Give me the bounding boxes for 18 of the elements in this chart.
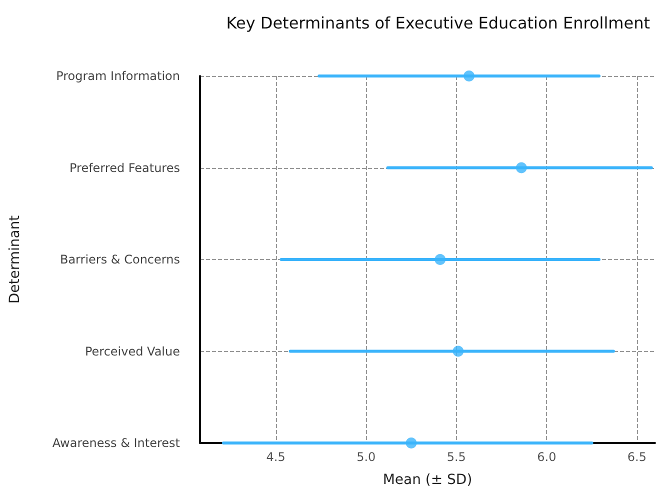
point xyxy=(464,70,475,82)
x-tick-label: 6.0 xyxy=(537,450,556,464)
y-tick-label: Perceived Value xyxy=(84,344,180,358)
y-axis-title: Determinant xyxy=(7,214,23,304)
x-tick-label: 4.5 xyxy=(266,450,286,464)
y-tick-label: Preferred Features xyxy=(70,160,180,175)
chart-title: Key Determinants of Executive Education Enrollment xyxy=(226,14,650,32)
point xyxy=(516,162,527,174)
point xyxy=(452,346,464,357)
y-tick-label: Awareness & Interest xyxy=(52,436,180,450)
x-tick-label: 6.5 xyxy=(627,450,646,464)
x-tick-label: 5.0 xyxy=(356,450,376,464)
x-axis-title: Mean (± SD) xyxy=(382,472,472,488)
point xyxy=(406,438,417,448)
point xyxy=(434,254,446,265)
x-tick-label: 5.5 xyxy=(446,450,466,464)
y-tick-label: Barriers & Concerns xyxy=(60,252,180,266)
y-tick-label: Program Information xyxy=(56,69,180,83)
